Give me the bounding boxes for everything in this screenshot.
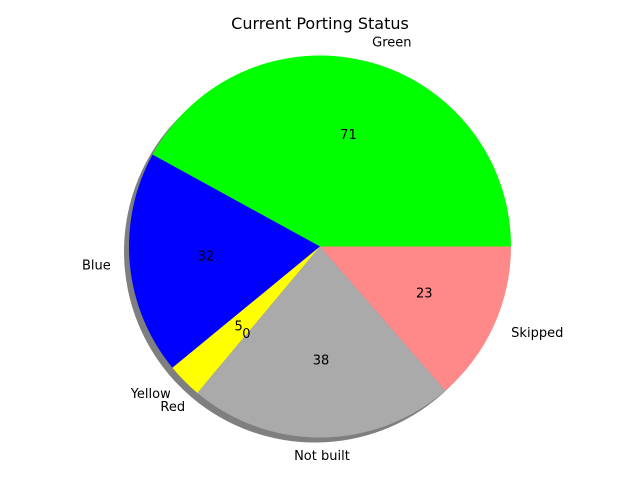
value-label-skipped: 23 [416,287,433,302]
slice-blue [128,154,320,368]
slice-label-not-built: Not built [294,449,350,464]
slice-not-built [197,246,446,438]
slice-label-blue: Blue [82,258,111,273]
slice-label-green: Green [372,35,411,50]
slice-yellow [172,246,320,393]
value-label-not-built: 38 [313,354,330,369]
slice-label-skipped: Skipped [511,326,563,341]
slice-label-red: Red [160,400,185,415]
slice-label-yellow: Yellow [130,387,171,402]
slice-skipped [320,246,511,391]
pie-labels: Green 71 Blue 32 Yellow 5 Red 0 Not built 38 Skipp… [82,35,563,464]
value-label-yellow: 5 [234,320,242,335]
slice-green [152,55,511,247]
value-label-red: 0 [242,327,250,342]
pie-slices [128,55,511,438]
value-label-blue: 32 [198,250,215,265]
chart-title: Current Porting Status [231,14,409,33]
value-label-green: 71 [340,128,357,143]
